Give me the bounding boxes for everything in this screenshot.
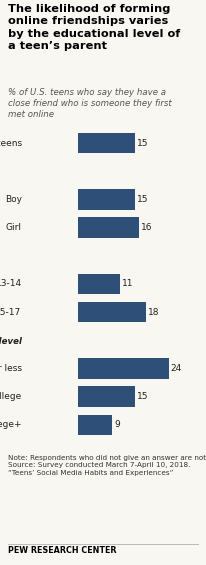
Bar: [78, 218, 139, 238]
Text: 11: 11: [122, 279, 133, 288]
Text: The likelihood of forming
online friendships varies
by the educational level of
: The likelihood of forming online friends…: [8, 4, 180, 51]
Text: Note: Respondents who did not give an answer are not shown. Parent’s level of ed: Note: Respondents who did not give an an…: [8, 455, 206, 476]
Text: % of U.S. teens who say they have a
close friend who is someone they first
met o: % of U.S. teens who say they have a clos…: [8, 88, 172, 119]
Bar: [78, 386, 135, 407]
Text: 16: 16: [140, 223, 152, 232]
Text: Parent’s educational level: Parent’s educational level: [0, 337, 22, 346]
Bar: [78, 302, 146, 322]
Text: HS or less: HS or less: [0, 364, 22, 373]
Text: PEW RESEARCH CENTER: PEW RESEARCH CENTER: [8, 546, 117, 555]
Text: Girl: Girl: [6, 223, 22, 232]
Text: Some college: Some college: [0, 392, 22, 401]
Text: College+: College+: [0, 420, 22, 429]
Text: 24: 24: [171, 364, 182, 373]
Text: Boy: Boy: [5, 195, 22, 204]
Text: 13-14: 13-14: [0, 279, 22, 288]
Bar: [78, 358, 169, 379]
Bar: [78, 189, 135, 210]
Text: 15: 15: [137, 392, 148, 401]
Text: 9: 9: [114, 420, 120, 429]
Bar: [78, 273, 120, 294]
Text: 15-17: 15-17: [0, 307, 22, 316]
Text: U.S. teens: U.S. teens: [0, 138, 22, 147]
Bar: [78, 415, 112, 435]
Text: 15: 15: [137, 195, 148, 204]
Bar: [78, 133, 135, 153]
Text: 15: 15: [137, 138, 148, 147]
Text: 18: 18: [148, 307, 160, 316]
